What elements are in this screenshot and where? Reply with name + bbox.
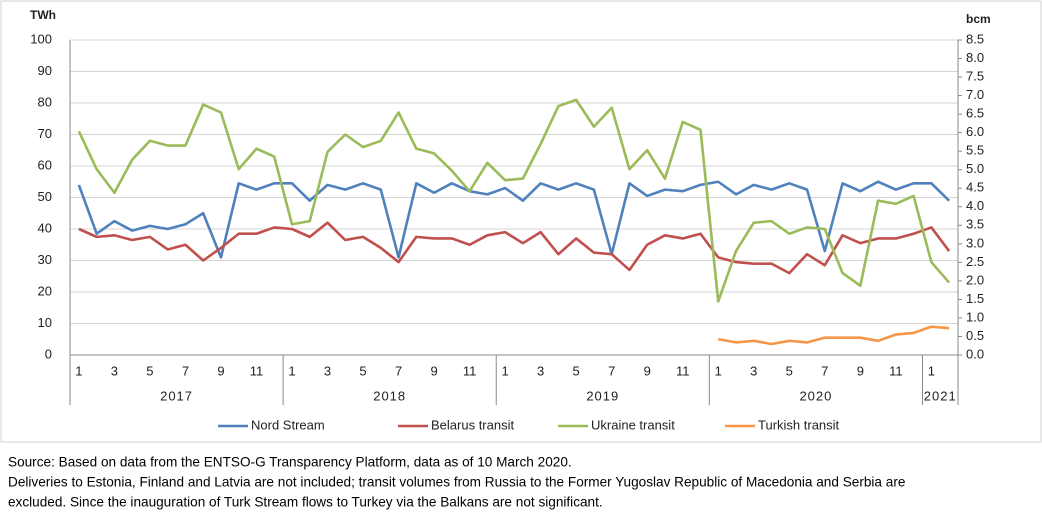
y-unit: TWh xyxy=(30,8,56,22)
x-tick-label: 3 xyxy=(111,363,118,378)
x-tick-label: 11 xyxy=(250,363,264,378)
series-line xyxy=(718,325,950,346)
y-tick-label: 70 xyxy=(38,126,52,141)
group-label: 2021 xyxy=(924,388,957,403)
series-line xyxy=(77,98,951,303)
y2-unit: bcm xyxy=(966,12,991,26)
x-tick-label: 11 xyxy=(463,363,477,378)
y-tick-label: 40 xyxy=(38,220,52,235)
x-tick-label: 7 xyxy=(395,363,402,378)
y2-tick-label: 6.5 xyxy=(966,106,984,121)
series-line xyxy=(78,221,951,275)
x-tick-label: 1 xyxy=(288,363,295,378)
x-tick-label: 9 xyxy=(217,363,224,378)
x-tick-label: 1 xyxy=(928,363,935,378)
y2-tick-label: 7.0 xyxy=(966,87,984,102)
y2-tick-label: 6.0 xyxy=(966,124,984,139)
y2-tick-label: 4.5 xyxy=(966,180,984,195)
y2-tick-label: 4.0 xyxy=(966,198,984,213)
y-tick-label: 100 xyxy=(30,31,52,46)
x-tick-label: 5 xyxy=(786,363,793,378)
y2-tick-label: 7.5 xyxy=(966,68,984,83)
x-tick-label: 5 xyxy=(573,363,580,378)
x-tick-label: 7 xyxy=(821,363,828,378)
x-tick-label: 3 xyxy=(750,363,757,378)
y2-tick-label: 3.5 xyxy=(966,217,984,232)
x-tick-label: 1 xyxy=(75,363,82,378)
series-line xyxy=(77,180,951,259)
note: excluded. Since the inauguration of Turk… xyxy=(8,495,603,510)
chart-frame xyxy=(0,0,1042,443)
y2-tick-label: 8.5 xyxy=(966,31,984,46)
x-tick-label: 11 xyxy=(889,363,903,378)
y2-tick-label: 0.0 xyxy=(966,346,984,361)
y2-tick-label: 5.0 xyxy=(966,161,984,176)
x-tick-label: 7 xyxy=(608,363,615,378)
x-tick-label: 9 xyxy=(430,363,437,378)
legend-label: Nord Stream xyxy=(251,417,325,432)
y2-tick-label: 2.0 xyxy=(966,272,984,287)
y2-tick-label: 8.0 xyxy=(966,50,984,65)
y2-tick-label: 3.0 xyxy=(966,235,984,250)
y-tick-label: 90 xyxy=(38,63,52,78)
x-tick-label: 11 xyxy=(676,363,690,378)
y-tick-label: 80 xyxy=(38,94,52,109)
y-tick-label: 0 xyxy=(45,346,52,361)
x-tick-label: 3 xyxy=(324,363,331,378)
y2-tick-label: 1.0 xyxy=(966,309,984,324)
x-tick-label: 1 xyxy=(715,363,722,378)
legend-label: Turkish transit xyxy=(758,417,840,432)
x-tick-label: 9 xyxy=(857,363,864,378)
x-tick-label: 5 xyxy=(359,363,366,378)
x-tick-label: 1 xyxy=(502,363,509,378)
y-tick-label: 10 xyxy=(38,315,52,330)
y2-tick-label: 2.5 xyxy=(966,254,984,269)
x-tick-label: 3 xyxy=(537,363,544,378)
x-tick-label: 9 xyxy=(644,363,651,378)
y2-tick-label: 5.5 xyxy=(966,143,984,158)
y2-tick-label: 1.5 xyxy=(966,291,984,306)
note: Deliveries to Estonia, Finland and Latvi… xyxy=(8,475,905,490)
group-label: 2019 xyxy=(586,388,619,403)
group-label: 2020 xyxy=(799,388,832,403)
legend-label: Belarus transit xyxy=(431,417,514,432)
x-tick-label: 7 xyxy=(182,363,189,378)
y-tick-label: 30 xyxy=(38,252,52,267)
y-tick-label: 60 xyxy=(38,157,52,172)
legend-label: Ukraine transit xyxy=(591,417,675,432)
group-label: 2018 xyxy=(373,388,406,403)
y2-tick-label: 0.5 xyxy=(966,328,984,343)
note: Source: Based on data from the ENTSO-G T… xyxy=(8,455,572,470)
y-tick-label: 20 xyxy=(38,283,52,298)
x-tick-label: 5 xyxy=(146,363,153,378)
y-tick-label: 50 xyxy=(38,189,52,204)
group-label: 2017 xyxy=(160,388,193,403)
